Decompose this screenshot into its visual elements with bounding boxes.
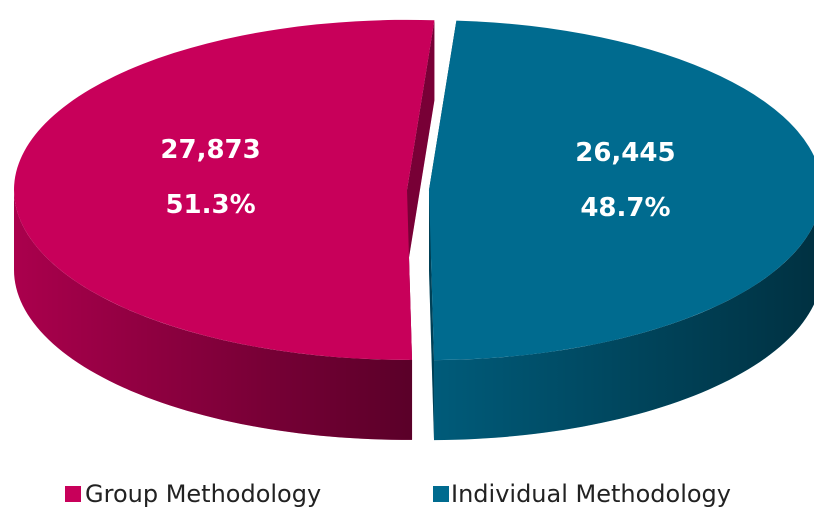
legend: Group Methodology Individual Methodology: [65, 480, 731, 508]
slice: [428, 20, 814, 361]
top-faces: [14, 19, 814, 361]
value-label: 26,445: [575, 138, 675, 168]
legend-label: Individual Methodology: [451, 480, 731, 508]
side-faces: [14, 189, 814, 441]
percent-label: 51.3%: [165, 190, 255, 220]
legend-label: Group Methodology: [85, 480, 321, 508]
cut-shade: [428, 190, 435, 441]
value-label: 27,873: [160, 135, 260, 165]
cut-face: [428, 190, 435, 441]
cut-shade: [407, 20, 435, 270]
percent-label: 48.7%: [580, 193, 670, 223]
labels: 27,873 51.3% 26,445 48.7%: [160, 135, 675, 223]
side-shade: [434, 224, 814, 441]
cut-face: [407, 20, 435, 270]
side-shade: [14, 189, 413, 440]
slice: [14, 19, 435, 360]
legend-swatch: [433, 486, 449, 502]
legend-swatch: [65, 486, 81, 502]
